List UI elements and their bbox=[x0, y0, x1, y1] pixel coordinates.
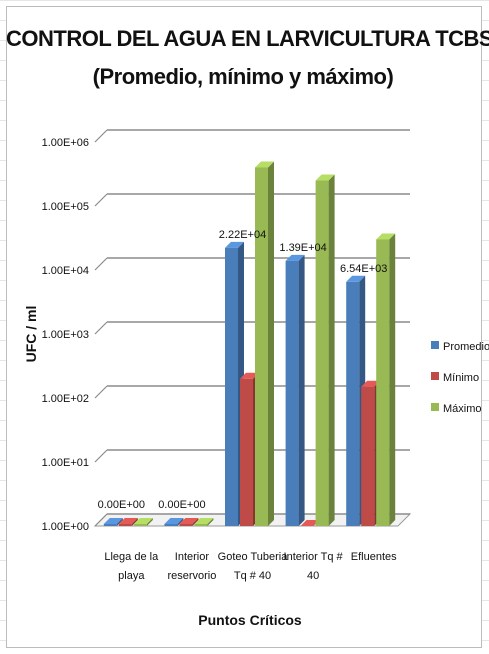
chart-subtitle: (Promedio, mínimo y máximo) bbox=[92, 64, 394, 89]
legend-item-minimo: Mínimo bbox=[431, 372, 479, 384]
x-category-label: 40 bbox=[307, 570, 319, 582]
x-category-label: playa bbox=[118, 570, 145, 582]
legend-item-promedio: Promedio bbox=[431, 341, 489, 353]
bar-promedio-2 bbox=[164, 518, 184, 526]
bar-minimo-2 bbox=[179, 518, 199, 526]
data-label: 1.39E+04 bbox=[279, 242, 326, 254]
y-tick-label: 1.00E+00 bbox=[42, 521, 89, 533]
x-category-label: Goteo Tuberia bbox=[218, 551, 289, 563]
bar-maximo-1 bbox=[133, 518, 153, 526]
y-tick-label: 1.00E+01 bbox=[42, 457, 89, 469]
y-axis-title: UFC / ml bbox=[23, 306, 39, 363]
bar-maximo-3 bbox=[255, 161, 274, 527]
x-category-label: Interior Tq # bbox=[284, 551, 344, 563]
data-label: 0.00E+00 bbox=[98, 499, 145, 511]
data-label: 2.22E+04 bbox=[219, 229, 266, 241]
data-label: 6.54E+03 bbox=[340, 263, 387, 275]
bar-promedio-4 bbox=[285, 254, 305, 526]
y-tick-label: 1.00E+04 bbox=[42, 265, 89, 277]
gridline bbox=[94, 129, 410, 143]
x-category-label: Tq # 40 bbox=[234, 570, 271, 582]
svg-text:Promedio: Promedio bbox=[443, 341, 489, 353]
bar-maximo-2 bbox=[194, 518, 214, 526]
bar-minimo-4 bbox=[300, 520, 320, 526]
gridline bbox=[94, 193, 410, 207]
bar-minimo-1 bbox=[118, 518, 138, 526]
y-tick-label: 1.00E+06 bbox=[42, 137, 89, 149]
svg-text:Máximo: Máximo bbox=[443, 403, 482, 415]
chart-title: CONTROL DEL AGUA EN LARVICULTURA TCBS bbox=[6, 26, 489, 51]
x-category-label: Interior bbox=[175, 551, 210, 563]
bar-maximo-5 bbox=[376, 233, 396, 526]
y-tick-label: 1.00E+05 bbox=[42, 201, 89, 213]
bar-promedio-1 bbox=[103, 518, 123, 526]
legend-item-maximo: Máximo bbox=[431, 403, 482, 415]
x-category-label: Llega de la bbox=[104, 551, 159, 563]
y-tick-label: 1.00E+02 bbox=[42, 393, 89, 405]
x-category-label: Efluentes bbox=[351, 551, 397, 563]
bar-maximo-4 bbox=[315, 174, 335, 526]
x-category-label: reservorio bbox=[167, 570, 216, 582]
y-tick-label: 1.00E+03 bbox=[42, 329, 89, 341]
data-label: 0.00E+00 bbox=[158, 499, 205, 511]
x-axis-title: Puntos Críticos bbox=[198, 612, 302, 628]
svg-text:Mínimo: Mínimo bbox=[443, 372, 479, 384]
